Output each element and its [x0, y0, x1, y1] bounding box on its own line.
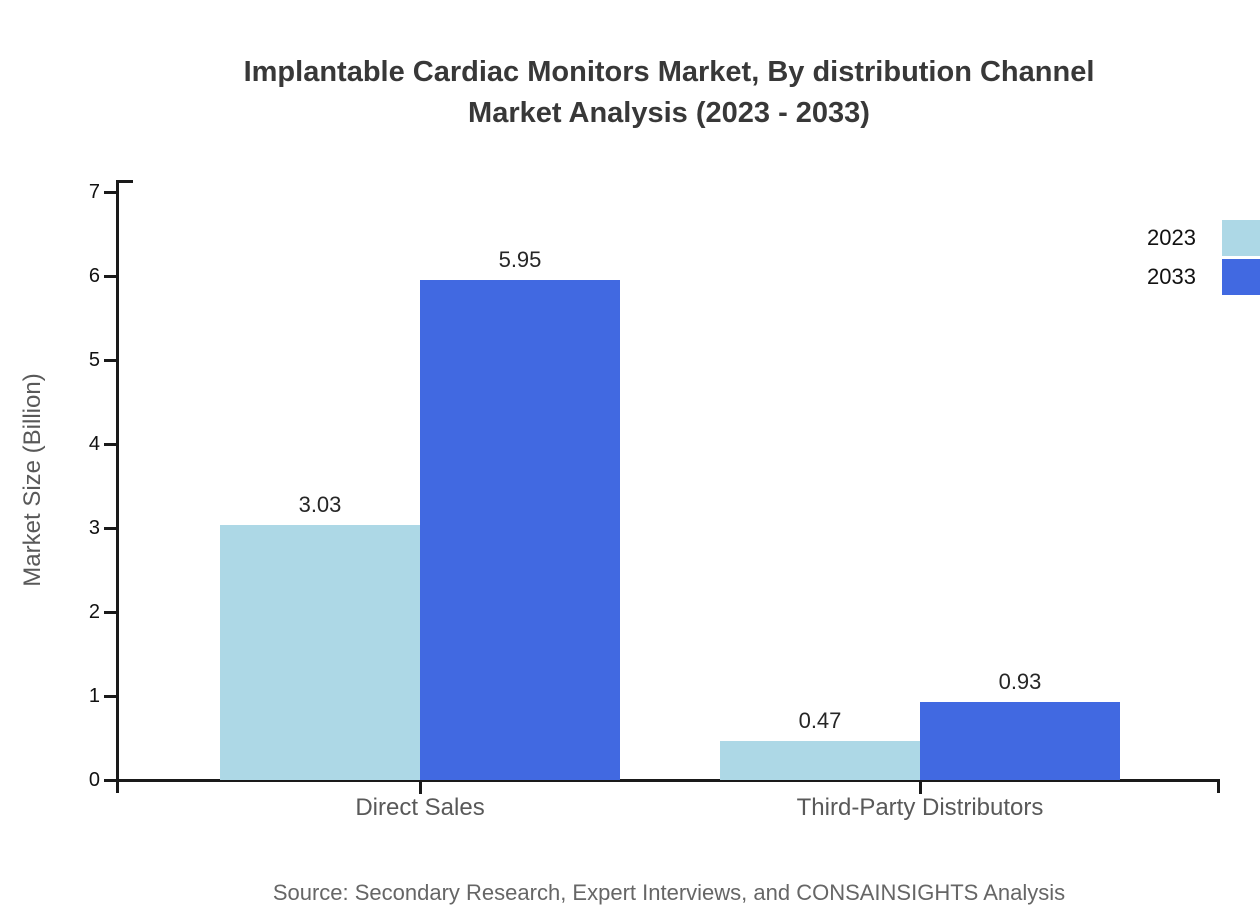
- bar-2023-direct-sales: [220, 525, 420, 780]
- y-tick-label-7: 7: [88, 181, 100, 203]
- bar-value-2023-third-party-distributors: 0.47: [798, 707, 842, 733]
- x-tick-mark-third-party-distributors: [919, 780, 922, 794]
- y-tick-label-2: 2: [88, 601, 100, 623]
- y-tick-mark-1: [104, 695, 118, 698]
- y-tick-mark-4: [104, 443, 118, 446]
- bar-value-2023-direct-sales: 3.03: [298, 492, 342, 518]
- y-tick-label-1: 1: [88, 685, 100, 707]
- source-note: Source: Secondary Research, Expert Inter…: [272, 880, 1066, 905]
- y-tick-mark-3: [104, 527, 118, 530]
- legend-label-2033: 2033: [1147, 264, 1196, 289]
- y-axis-top-cap: [116, 180, 133, 183]
- chart-title: Implantable Cardiac Monitors Market, By …: [118, 52, 1220, 134]
- x-category-label-direct-sales: Direct Sales: [355, 794, 485, 821]
- y-tick-mark-0: [104, 779, 118, 782]
- x-category-label-third-party-distributors: Third-Party Distributors: [796, 794, 1044, 821]
- x-axis-right-cap: [1217, 779, 1220, 793]
- bar-value-2033-third-party-distributors: 0.93: [998, 668, 1042, 694]
- y-tick-mark-7: [104, 191, 118, 194]
- chart-title-line1: Implantable Cardiac Monitors Market, By …: [243, 56, 1095, 88]
- y-tick-label-0: 0: [88, 769, 100, 791]
- y-tick-label-3: 3: [88, 517, 100, 539]
- y-tick-mark-2: [104, 611, 118, 614]
- y-tick-label-5: 5: [88, 349, 100, 371]
- y-tick-label-4: 4: [88, 433, 100, 455]
- y-tick-label-6: 6: [88, 265, 100, 287]
- bar-2023-third-party-distributors: [720, 740, 920, 780]
- bar-2033-third-party-distributors: [920, 701, 1120, 780]
- legend-swatch-2033: [1222, 259, 1260, 295]
- bar-value-2033-direct-sales: 5.95: [498, 247, 542, 273]
- chart-title-line2: Market Analysis (2023 - 2033): [468, 97, 870, 129]
- y-tick-mark-5: [104, 359, 118, 362]
- legend-label-2023: 2023: [1147, 225, 1196, 250]
- legend-swatch-2023: [1222, 220, 1260, 256]
- y-axis-spine: [116, 180, 119, 793]
- bar-2033-direct-sales: [420, 280, 620, 780]
- y-tick-mark-6: [104, 275, 118, 278]
- x-tick-mark-direct-sales: [419, 780, 422, 794]
- x-axis-spine: [116, 779, 1220, 782]
